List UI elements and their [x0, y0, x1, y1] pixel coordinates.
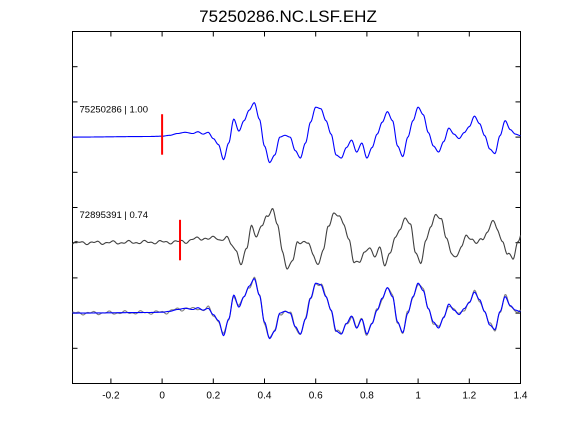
waveform-traces [72, 102, 522, 340]
x-tick-label: 0.6 [309, 391, 323, 402]
x-tick-label: 0.8 [360, 391, 374, 402]
trace-line [72, 208, 522, 270]
axis-ticks [72, 31, 521, 384]
x-tick-label: 0.2 [206, 391, 220, 402]
trace-label: 72895391 | 0.74 [80, 210, 149, 221]
x-tick-label: 1 [415, 391, 421, 402]
x-tick-label: -0.2 [102, 391, 120, 402]
x-tick-label: 0.4 [258, 391, 272, 402]
trace-line [72, 102, 521, 164]
trace-label: 75250286 | 1.00 [80, 104, 149, 115]
x-tick-labels: -0.2 0 0.2 0.4 0.6 0.8 1 1.2 1.4 [102, 391, 528, 402]
x-tick-label: 1.4 [514, 391, 528, 402]
trace-labels: 75250286 | 1.00 72895391 | 0.74 [80, 104, 149, 221]
x-tick-label: 0 [159, 391, 165, 402]
chart-title: 75250286.NC.LSF.EHZ [199, 7, 377, 26]
overlay-template-line [72, 278, 521, 340]
x-tick-label: 1.2 [462, 391, 476, 402]
